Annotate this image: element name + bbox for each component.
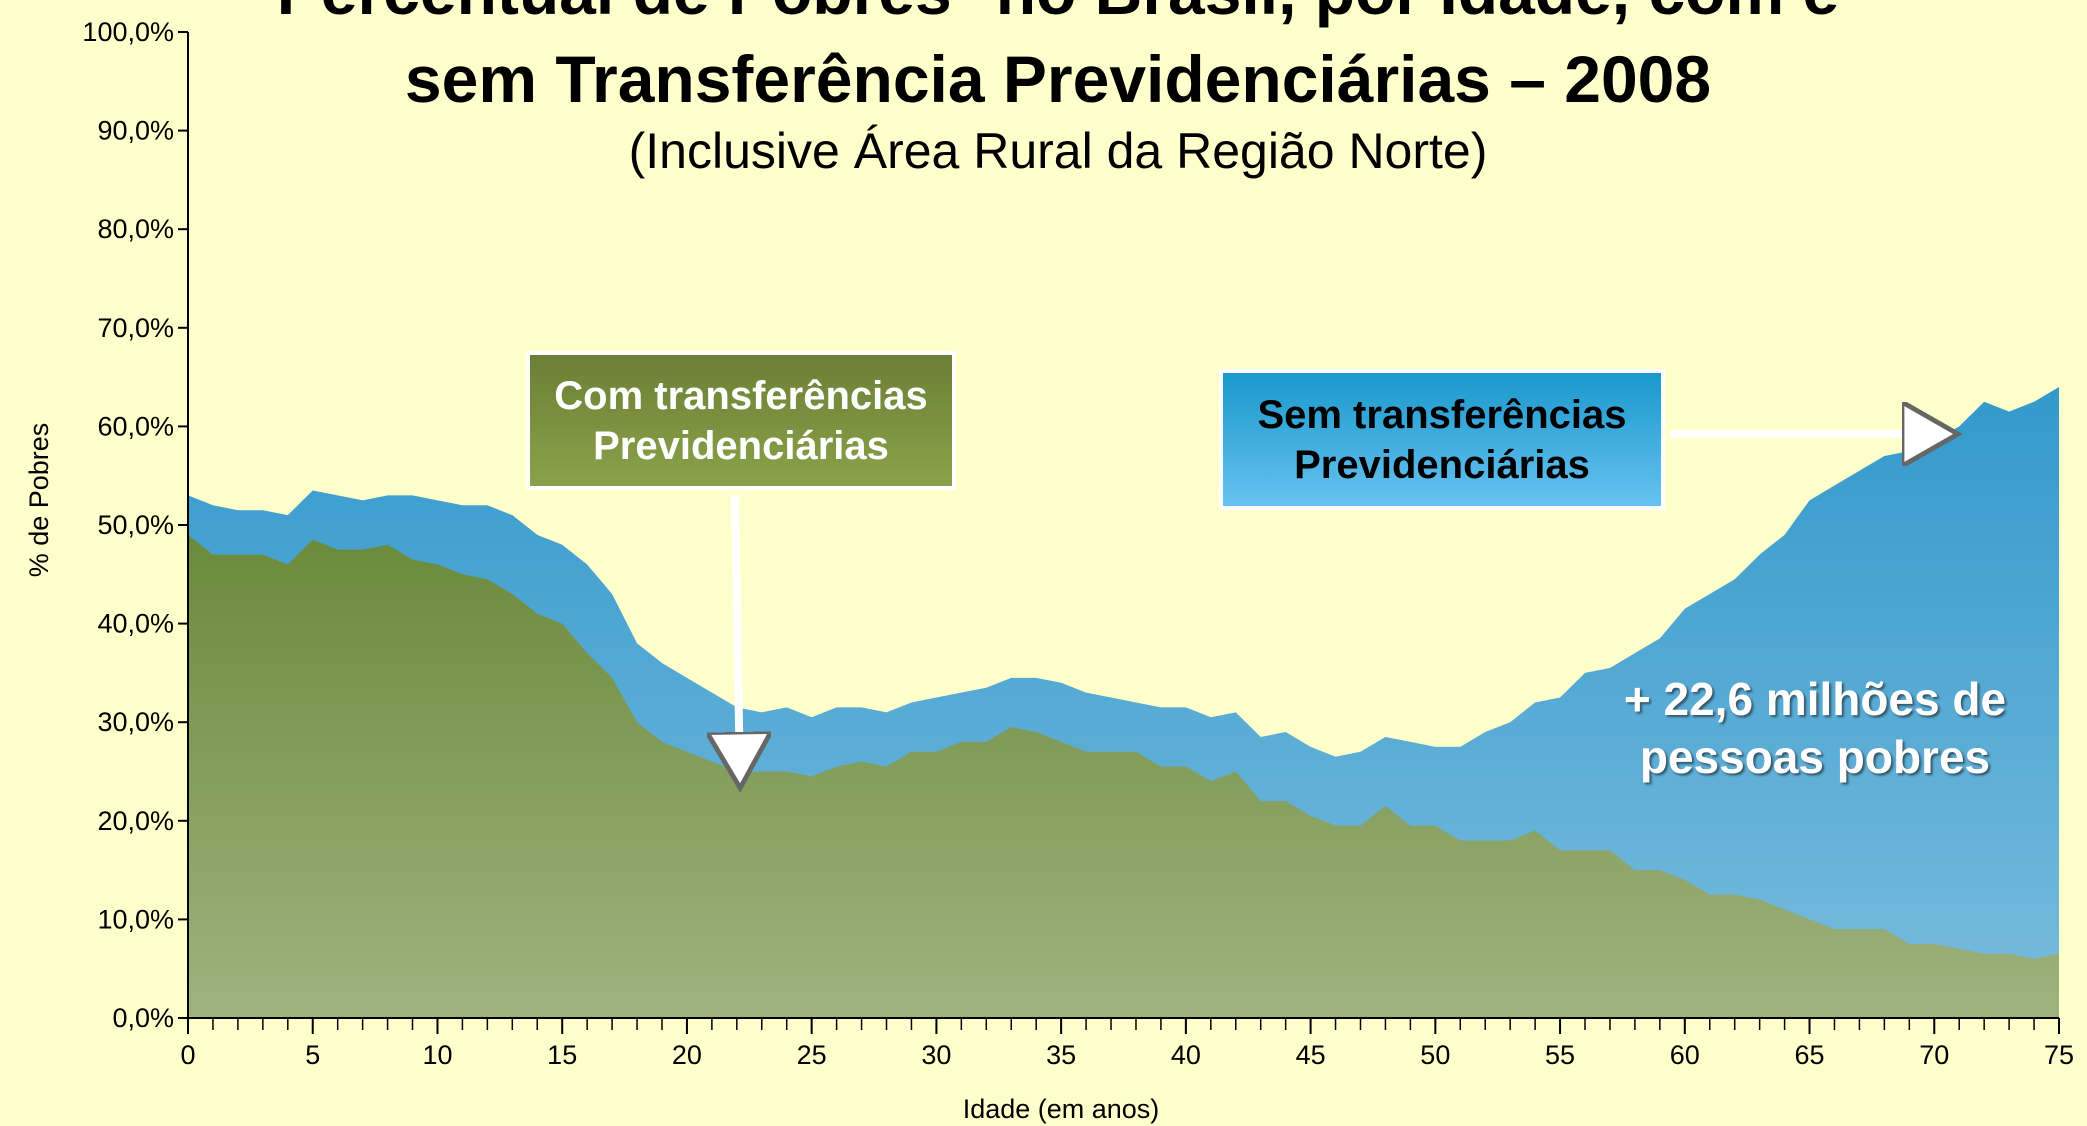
x-tick-label: 45 xyxy=(1296,1040,1326,1070)
chart-title: Percentual de Pobres* no Brasil, por Ida… xyxy=(277,0,1839,28)
x-tick-label: 70 xyxy=(1919,1040,1949,1070)
x-tick-label: 35 xyxy=(1046,1040,1076,1070)
y-axis-label: % de Pobres xyxy=(24,423,54,578)
x-axis-label: Idade (em anos) xyxy=(963,1094,1160,1124)
x-tick-label: 65 xyxy=(1795,1040,1825,1070)
y-tick-label: 50,0% xyxy=(97,510,174,540)
x-tick-label: 55 xyxy=(1545,1040,1575,1070)
arrow xyxy=(735,494,740,780)
legend-box: Com transferências Previdenciárias xyxy=(526,351,956,490)
x-tick-label: 20 xyxy=(672,1040,702,1070)
annotation: + 22,6 milhões de pessoas pobres xyxy=(1623,673,2007,783)
y-tick-label: 20,0% xyxy=(97,806,174,836)
x-tick-label: 5 xyxy=(305,1040,320,1070)
y-tick-label: 80,0% xyxy=(97,214,174,244)
x-tick-label: 15 xyxy=(547,1040,577,1070)
y-tick-label: 70,0% xyxy=(97,313,174,343)
x-tick-label: 60 xyxy=(1670,1040,1700,1070)
y-tick-label: 90,0% xyxy=(97,116,174,146)
chart-subtitle: (Inclusive Área Rural da Região Norte) xyxy=(629,123,1488,179)
x-tick-label: 0 xyxy=(180,1040,195,1070)
y-tick-label: 100,0% xyxy=(82,17,174,47)
x-tick-label: 10 xyxy=(422,1040,452,1070)
y-tick-label: 40,0% xyxy=(97,609,174,639)
x-tick-label: 30 xyxy=(921,1040,951,1070)
area-shade xyxy=(188,534,2059,1018)
x-tick-label: 25 xyxy=(797,1040,827,1070)
x-tick-label: 75 xyxy=(2044,1040,2074,1070)
y-tick-label: 60,0% xyxy=(97,411,174,441)
y-tick-label: 10,0% xyxy=(97,904,174,934)
chart-title: sem Transferência Previdenciárias – 2008 xyxy=(405,42,1711,116)
y-tick-label: 30,0% xyxy=(97,707,174,737)
x-tick-label: 40 xyxy=(1171,1040,1201,1070)
legend-box: Sem transferências Previdenciárias xyxy=(1219,369,1665,510)
x-tick-label: 50 xyxy=(1420,1040,1450,1070)
y-tick-label: 0,0% xyxy=(112,1003,174,1033)
